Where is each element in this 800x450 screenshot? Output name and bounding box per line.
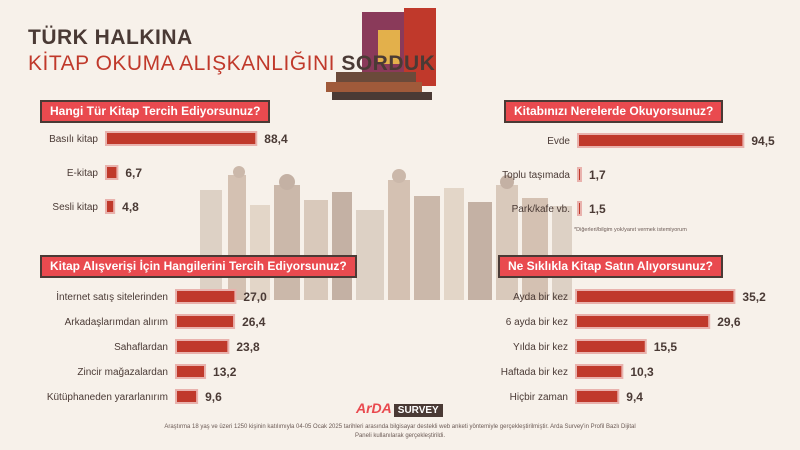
chart3-title: Kitap Alışverişi İçin Hangilerini Tercih… [40,255,357,278]
category-label: Zincir mağazalardan [77,367,168,378]
category-label: Toplu taşımada [502,170,570,181]
value-label: 88,4 [264,132,288,146]
chart-book-type: Basılı kitap 88,4 E-kitap 6,7 Sesli kitap 4,8 [49,131,288,214]
chart2-title: Kitabınızı Nerelerde Okuyorsunuz? [504,100,724,123]
bar [577,201,582,216]
category-label: Hiçbir zaman [510,392,568,403]
bar [175,389,199,404]
value-label: 10,3 [630,365,654,379]
chart-purchase-frequency: Ayda bir kez 35,2 6 ayda bir kez 29,6 Yılda … [501,289,766,404]
bar [575,339,647,354]
category-label: Yılda bir kez [513,342,568,353]
category-label: Sahaflardan [114,342,168,353]
category-label: Park/kafe vb. [512,204,570,215]
bar [575,364,624,379]
value-label: 9,6 [205,390,222,404]
value-label: 29,6 [717,315,741,329]
value-label: 26,4 [242,315,266,329]
value-label: 15,5 [654,340,678,354]
bar [105,165,119,180]
books-illustration [326,8,436,100]
bar [575,289,736,304]
value-label: 27,0 [243,290,267,304]
bar [175,364,207,379]
category-label: 6 ayda bir kez [506,317,568,328]
bar [175,339,230,354]
value-label: 9,4 [626,390,643,404]
brand-survey: SURVEY [393,404,443,417]
value-label: 23,8 [236,340,260,354]
chart4-title: Ne Sıklıkla Kitap Satın Alıyorsunuz? [498,255,723,278]
category-label: Basılı kitap [49,134,98,145]
bar [575,389,620,404]
value-label: 35,2 [742,290,766,304]
brand-logo: ArDA SURVEY [356,400,443,417]
page-title-highlight: KİTAP OKUMA ALIŞKANLIĞINI [28,52,335,75]
bar [105,131,258,146]
category-label: İnternet satış sitelerinden [56,290,168,303]
bar [175,289,237,304]
category-label: Kütüphaneden yararlanırım [47,392,168,403]
value-label: 4,8 [122,200,139,214]
value-label: 13,2 [213,365,237,379]
value-label: 1,7 [589,168,606,182]
value-label: 94,5 [751,134,775,148]
chart-reading-place: Evde 94,5 Toplu taşımada 1,7 Park/kafe vb. 1,… [502,133,775,216]
chart1-title: Hangi Tür Kitap Tercih Ediyorsunuz? [40,100,271,123]
category-label: Evde [547,136,570,147]
category-label: E-kitap [67,168,99,179]
bar [105,199,116,214]
bar [577,133,745,148]
category-label: Arkadaşlarımdan alırım [65,317,168,328]
category-label: Sesli kitap [52,202,98,213]
bar [175,314,236,329]
methodology-note: Araştırma 18 yaş ve üzeri 1250 kişinin k… [164,424,636,439]
page-title-line1: TÜRK HALKINA [28,26,193,49]
page-title-bold: SORDUK [341,52,436,75]
bar [575,314,711,329]
value-label: 6,7 [125,166,142,180]
value-label: 1,5 [589,202,606,216]
brand-name: ArDA [356,400,392,416]
bar [577,167,582,182]
footnote: *Diğerleri/bilgim yok/yanıt vermek istem… [574,227,687,233]
page-title-line2: KİTAP OKUMA ALIŞKANLIĞINI SORDUK [28,52,435,76]
category-label: Ayda bir kez [513,292,568,303]
chart-purchase-channel: İnternet satış sitelerinden 27,0 Arkadaşla… [47,289,267,404]
category-label: Haftada bir kez [501,367,568,378]
